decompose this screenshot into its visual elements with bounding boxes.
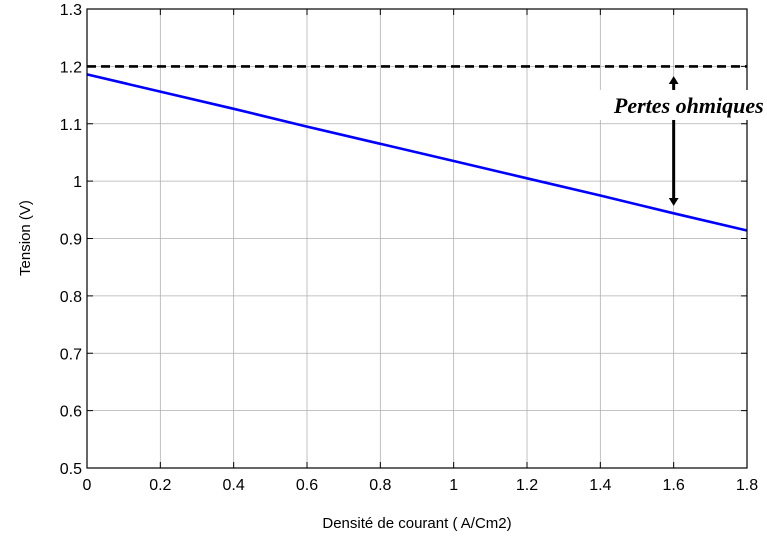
y-axis-title: Tension (V)	[17, 200, 34, 276]
x-tick-label: 0	[83, 477, 92, 494]
series-group	[86, 65, 748, 232]
x-tick-label: 0.2	[149, 477, 171, 494]
x-tick-label: 0.4	[223, 477, 245, 494]
y-tick-label: 1.3	[60, 2, 82, 19]
x-tick-label: 1.6	[663, 477, 685, 494]
y-tick-label: 1.1	[60, 117, 82, 134]
y-tick-label: 1.2	[60, 59, 82, 76]
x-tick-label: 1.8	[736, 477, 758, 494]
y-tick-label: 0.7	[60, 346, 82, 363]
annotation-group: Pertes ohmiques	[543, 76, 766, 206]
x-tick-label: 0.6	[296, 477, 318, 494]
y-tick-label: 1	[73, 174, 82, 191]
y-tick-label: 0.6	[60, 404, 82, 421]
y-tick-label: 0.5	[60, 461, 82, 478]
y-tick-label: 0.9	[60, 232, 82, 249]
x-tick-label: 1.2	[516, 477, 538, 494]
x-tick-label: 1.4	[589, 477, 611, 494]
y-tick-label: 0.8	[60, 289, 82, 306]
ticks: 0 0.2 0.4 0.6 0.8 1 1.2 1.4 1.6 1.8 0.5 0.6 0.7 0.8 0.…	[60, 2, 758, 494]
x-tick-label: 0.8	[369, 477, 391, 494]
annotation-label: Pertes ohmiques	[613, 93, 764, 118]
x-tick-label: 1	[449, 477, 458, 494]
voltage-line	[86, 73, 748, 232]
annotation-background	[543, 89, 766, 120]
x-axis-title: Densité de courant ( A/Cm2)	[322, 515, 511, 532]
